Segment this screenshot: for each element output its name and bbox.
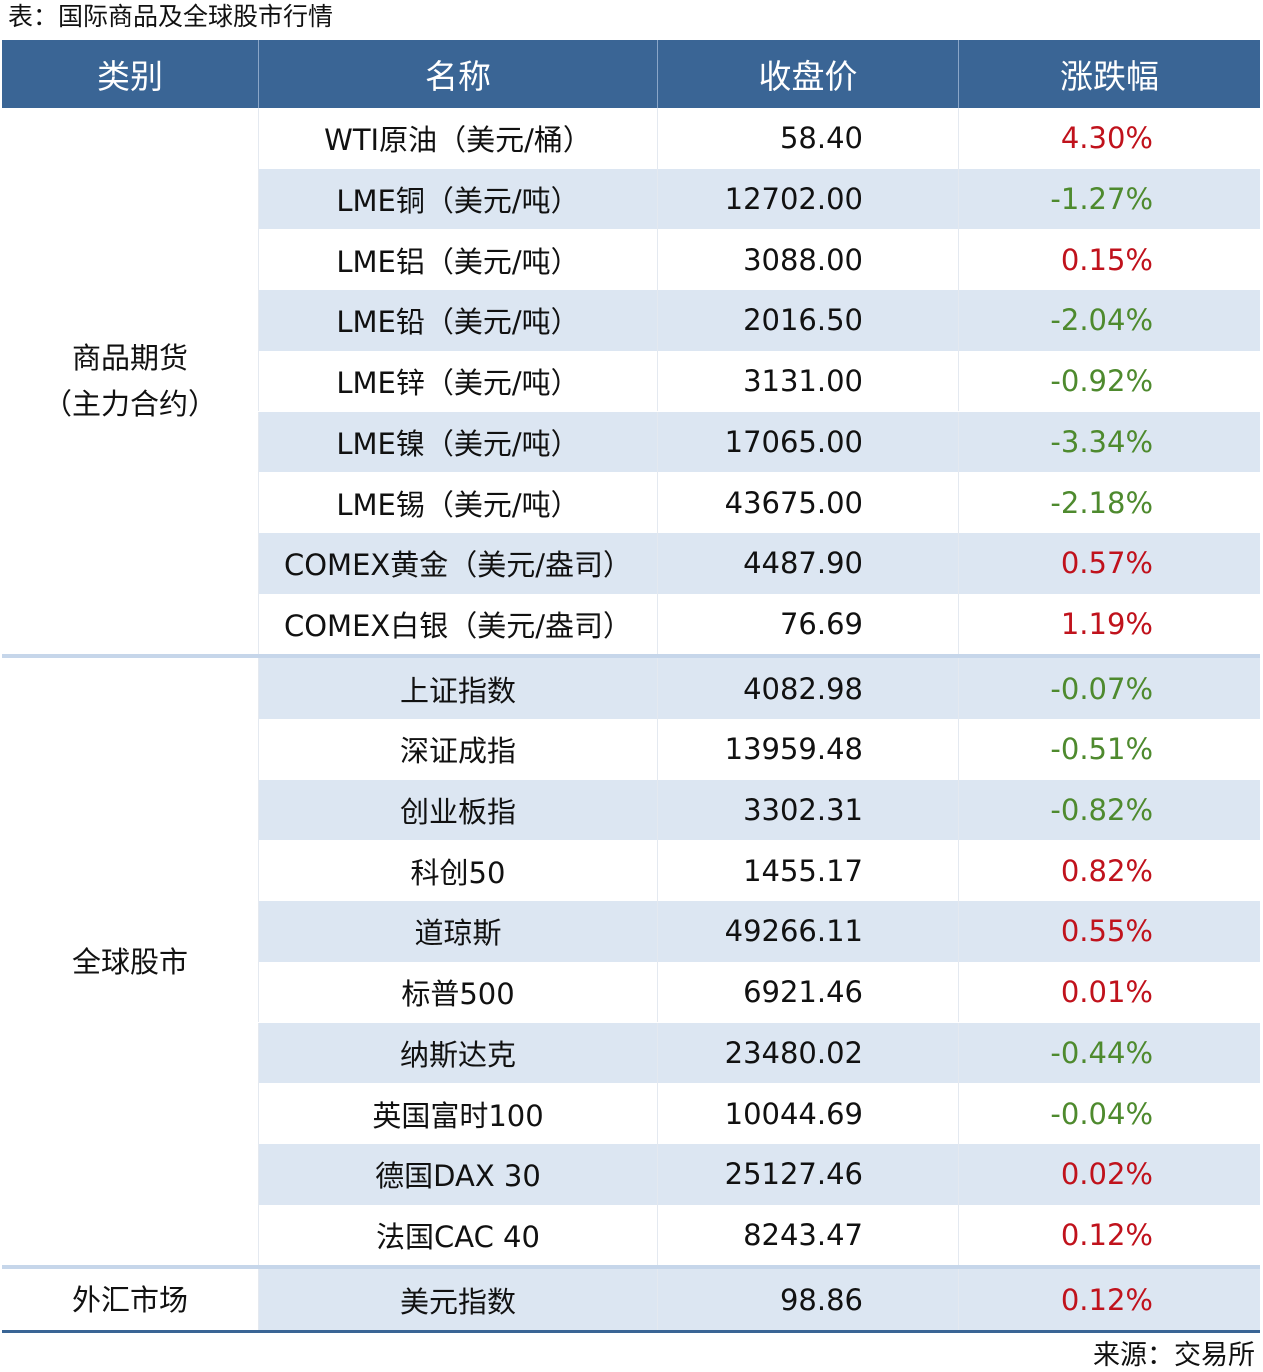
name-cell: COMEX白银（美元/盎司） [258,593,657,655]
change-cell: 0.12% [958,1204,1260,1266]
change-cell: -2.04% [958,290,1260,351]
change-cell: -1.27% [958,168,1260,230]
close-cell: 76.69 [657,593,958,655]
close-cell: 4487.90 [657,532,958,594]
header-bg [2,40,1260,108]
close-cell: 43675.00 [657,472,958,533]
close-cell: 3088.00 [657,229,958,291]
category-cell: 商品期货 （主力合约） [2,108,258,655]
name-cell: 标普500 [258,961,657,1023]
header-cell: 类别 [97,57,163,96]
bottom-border [2,1330,1260,1333]
change-cell: 0.12% [958,1269,1260,1330]
change-cell: -3.34% [958,411,1260,473]
change-cell: 0.82% [958,840,1260,902]
change-cell: -0.04% [958,1083,1260,1144]
change-cell: -0.44% [958,1022,1260,1084]
name-cell: LME铜（美元/吨） [258,168,657,230]
close-cell: 4082.98 [657,658,958,719]
category-cell: 全球股市 [2,658,258,1266]
name-cell: 纳斯达克 [258,1022,657,1084]
close-cell: 10044.69 [657,1083,958,1144]
change-cell: 4.30% [958,108,1260,169]
name-cell: 法国CAC 40 [258,1204,657,1266]
name-cell: 道琼斯 [258,901,657,962]
name-cell: 英国富时100 [258,1083,657,1144]
change-cell: 1.19% [958,593,1260,655]
name-cell: LME铅（美元/吨） [258,290,657,351]
change-cell: -2.18% [958,472,1260,533]
close-cell: 25127.46 [657,1143,958,1205]
change-cell: 0.15% [958,229,1260,291]
change-cell: -0.92% [958,350,1260,412]
header-cell: 名称 [258,40,657,108]
name-cell: 科创50 [258,840,657,902]
name-cell: LME锡（美元/吨） [258,472,657,533]
close-cell: 98.86 [657,1269,958,1330]
change-cell: 0.57% [958,532,1260,594]
name-cell: 深证成指 [258,719,657,780]
name-cell: LME镍（美元/吨） [258,411,657,473]
table-title: 表：国际商品及全球股市行情 [8,2,334,31]
close-cell: 6921.46 [657,961,958,1023]
name-cell: COMEX黄金（美元/盎司） [258,532,657,594]
close-cell: 12702.00 [657,168,958,230]
name-cell: WTI原油（美元/桶） [258,108,657,169]
close-cell: 1455.17 [657,840,958,902]
close-cell: 17065.00 [657,411,958,473]
name-cell: 德国DAX 30 [258,1143,657,1205]
name-cell: LME锌（美元/吨） [258,350,657,412]
name-cell: 上证指数 [258,658,657,719]
close-cell: 13959.48 [657,719,958,780]
close-cell: 23480.02 [657,1022,958,1084]
close-cell: 8243.47 [657,1204,958,1266]
name-cell: 美元指数 [258,1269,657,1330]
name-cell: LME铝（美元/吨） [258,229,657,291]
group-separator [2,654,1260,659]
header-cell: 涨跌幅 [958,40,1260,108]
close-cell: 49266.11 [657,901,958,962]
change-cell: -0.07% [958,658,1260,719]
close-cell: 3131.00 [657,350,958,412]
change-cell: -0.51% [958,719,1260,780]
close-cell: 2016.50 [657,290,958,351]
change-cell: -0.82% [958,779,1260,841]
change-cell: 0.02% [958,1143,1260,1205]
category-cell: 外汇市场 [2,1269,258,1330]
name-cell: 创业板指 [258,779,657,841]
change-cell: 0.55% [958,901,1260,962]
group-separator [2,1265,1260,1270]
close-cell: 3302.31 [657,779,958,841]
source-note: 来源：交易所 [1093,1340,1255,1371]
header-cell: 收盘价 [657,40,958,108]
change-cell: 0.01% [958,961,1260,1023]
close-cell: 58.40 [657,108,958,169]
